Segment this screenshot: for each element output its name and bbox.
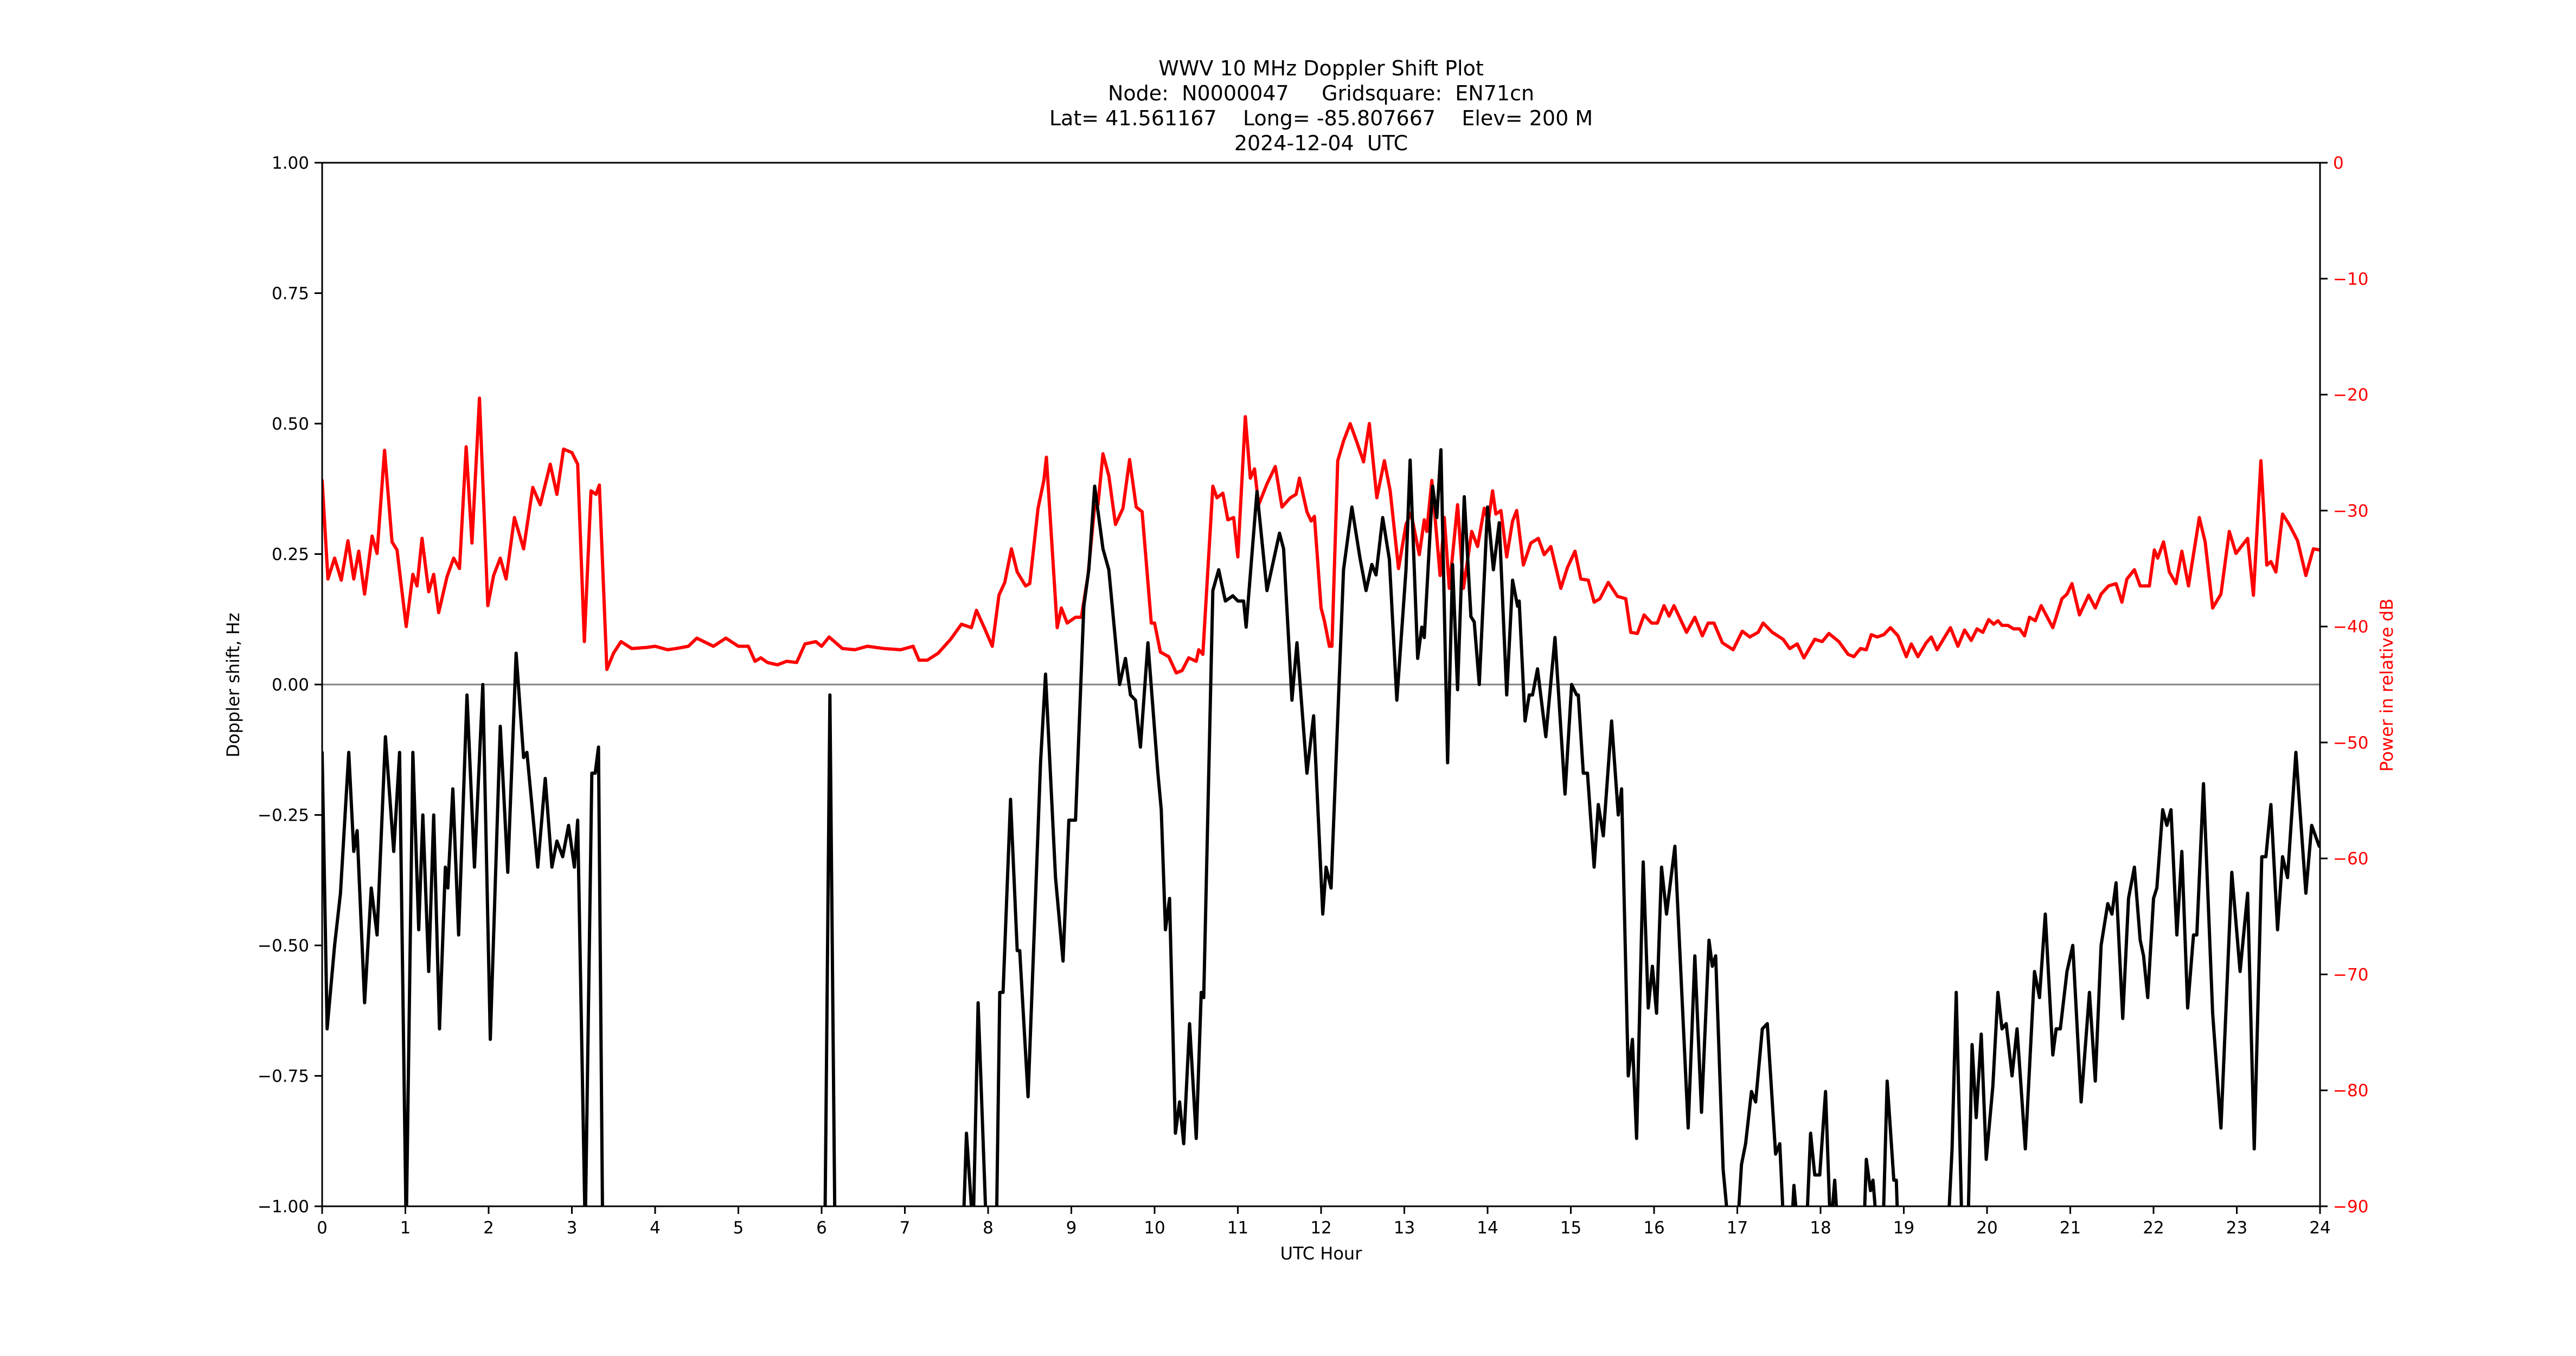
- plot-area: [322, 396, 2320, 1206]
- chart-title: WWV 10 MHz Doppler Shift Plot: [1158, 56, 1484, 80]
- x-tick-label: 12: [1310, 1218, 1331, 1238]
- x-tick-label: 16: [1643, 1218, 1664, 1238]
- y2-tick-label: −90: [2333, 1197, 2368, 1217]
- x-tick-label: 2: [483, 1218, 494, 1238]
- x-tick-label: 13: [1394, 1218, 1415, 1238]
- y-tick-label: −0.25: [258, 806, 309, 826]
- x-tick-label: 14: [1477, 1218, 1498, 1238]
- x-tick-label: 0: [317, 1218, 328, 1238]
- x-tick-label: 5: [733, 1218, 744, 1238]
- y-tick-label: 0.50: [272, 414, 309, 434]
- y-tick-label: 0.25: [272, 545, 309, 565]
- y-axis-label: Doppler shift, Hz: [223, 612, 243, 757]
- y2-tick-label: −70: [2333, 965, 2368, 984]
- x-tick-label: 20: [1976, 1218, 1997, 1238]
- x-tick-label: 15: [1560, 1218, 1581, 1238]
- x-tick-label: 22: [2143, 1218, 2164, 1238]
- x-tick-label: 6: [816, 1218, 827, 1238]
- x-tick-label: 1: [400, 1218, 411, 1238]
- y2-tick-label: −80: [2333, 1081, 2368, 1101]
- x-tick-label: 8: [983, 1218, 994, 1238]
- y-tick-label: −1.00: [258, 1197, 309, 1217]
- y-axis-right: −90 −80 −70 −60 −50 −40 −30 −20 −10 0: [2320, 153, 2368, 1217]
- y2-tick-label: −50: [2333, 733, 2368, 753]
- chart-subtitle-node: Node: N0000047 Gridsquare: EN71cn: [1108, 81, 1534, 105]
- chart-title-block: WWV 10 MHz Doppler Shift Plot Node: N000…: [1049, 56, 1593, 155]
- y2-tick-label: −20: [2333, 386, 2368, 405]
- y2-tick-label: −10: [2333, 270, 2368, 289]
- x-tick-label: 19: [1893, 1218, 1914, 1238]
- power-series-line: [322, 396, 2320, 675]
- x-axis: 0 1 2 3 4 5 6 7 8 9 10 11 12 13 14 15 16 17 18 19 20 21 22 23 24: [317, 1206, 2331, 1238]
- x-tick-label: 10: [1144, 1218, 1165, 1238]
- x-tick-label: 17: [1727, 1218, 1748, 1238]
- x-tick-label: 4: [650, 1218, 661, 1238]
- x-tick-label: 23: [2226, 1218, 2247, 1238]
- y-tick-label: 1.00: [272, 153, 309, 173]
- y-tick-label: −0.50: [258, 936, 309, 956]
- y2-tick-label: −30: [2333, 501, 2368, 521]
- x-tick-label: 7: [900, 1218, 911, 1238]
- x-axis-label: UTC Hour: [1280, 1243, 1363, 1264]
- y-tick-label: 0.75: [272, 284, 309, 304]
- x-tick-label: 11: [1227, 1218, 1248, 1238]
- y2-tick-label: −40: [2333, 617, 2368, 637]
- chart-subtitle-location: Lat= 41.561167 Long= -85.807667 Elev= 20…: [1049, 106, 1593, 130]
- y2-tick-label: 0: [2333, 153, 2344, 173]
- y-axis-left: −1.00 −0.75 −0.50 −0.25 0.00 0.25 0.50 0.75 1.00: [258, 153, 322, 1217]
- x-tick-label: 3: [567, 1218, 578, 1238]
- doppler-series-line: [322, 448, 2320, 1206]
- x-tick-label: 21: [2060, 1218, 2081, 1238]
- y-tick-label: 0.00: [272, 675, 309, 695]
- y-tick-label: −0.75: [258, 1067, 309, 1086]
- chart-subtitle-date: 2024-12-04 UTC: [1234, 131, 1408, 155]
- y2-tick-label: −60: [2333, 849, 2368, 869]
- x-tick-label: 18: [1810, 1218, 1831, 1238]
- x-tick-label: 9: [1066, 1218, 1077, 1238]
- x-tick-label: 24: [2309, 1218, 2330, 1238]
- y2-axis-label: Power in relative dB: [2376, 598, 2397, 771]
